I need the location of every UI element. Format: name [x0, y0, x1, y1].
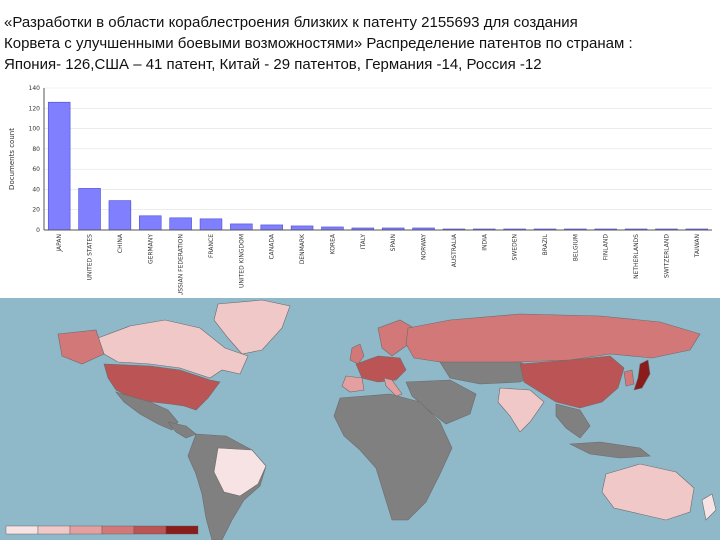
y-tick-label: 60 — [32, 166, 40, 173]
x-tick-label: RUSSIAN FEDERATION — [178, 234, 185, 295]
x-tick-label: SPAIN — [390, 234, 397, 251]
x-tick-label: JAPAN — [56, 234, 63, 253]
western-europe-shape — [355, 355, 407, 383]
chart-grid — [44, 87, 712, 231]
iberia-shape — [341, 375, 365, 393]
bar — [169, 217, 192, 231]
x-tick-label: BELGIUM — [572, 234, 579, 261]
middle-east-shape — [405, 379, 477, 425]
y-tick-label: 80 — [32, 146, 40, 153]
greenland-shape — [213, 299, 291, 355]
central-asia-shape — [439, 361, 541, 385]
bar — [230, 223, 253, 231]
legend-swatch — [101, 525, 135, 535]
bars — [47, 101, 709, 231]
indonesia-shape — [568, 441, 651, 459]
x-tick-label: SWEDEN — [512, 234, 519, 260]
y-tick-label: 0 — [36, 227, 40, 234]
y-tick-label: 120 — [29, 105, 41, 112]
legend-swatch — [5, 525, 39, 535]
legend-swatch — [69, 525, 103, 535]
x-tick-label: KOREA — [329, 233, 336, 254]
scandinavia-shape — [377, 319, 415, 357]
italy-shape — [383, 377, 403, 397]
world-map-panel — [0, 298, 720, 540]
uk-shape — [349, 343, 365, 365]
mexico-shape — [115, 391, 179, 431]
china-shape — [519, 355, 625, 409]
caption-line-1: «Разработки в области кораблестроения бл… — [4, 14, 578, 31]
japan-shape — [633, 359, 651, 391]
map-legend — [5, 525, 199, 535]
x-tick-label: INDIA — [481, 233, 488, 251]
y-tick-label: 140 — [29, 85, 41, 92]
y-axis-label: Documents count — [8, 128, 16, 190]
x-tick-label: FRANCE — [208, 234, 215, 258]
caption-line-2: Корвета с улучшенными боевыми возможност… — [4, 35, 633, 52]
y-tick-label: 40 — [32, 186, 40, 193]
bar — [139, 215, 162, 231]
india-shape — [497, 387, 545, 433]
africa-shape — [333, 393, 453, 521]
x-tick-label: CHINA — [117, 233, 124, 253]
bar — [199, 218, 223, 231]
bar — [108, 200, 132, 231]
x-tick-label: GERMANY — [147, 234, 154, 264]
world-map — [5, 299, 717, 540]
legend-swatch — [133, 525, 167, 535]
legend-swatch — [37, 525, 71, 535]
x-tick-label: BRAZIL — [542, 233, 549, 255]
x-tick-label: TAIWAN — [694, 234, 701, 258]
canada-shape — [97, 319, 249, 379]
usa-shape — [103, 363, 221, 411]
x-tick-labels: JAPAN UNITED STATES CHINA GERMANY RUSSIAN FE… — [56, 233, 701, 295]
x-tick-label: CANADA — [269, 233, 276, 259]
australia-shape — [601, 463, 695, 521]
alaska-shape — [57, 329, 105, 365]
patents-bar-chart: 0 20 40 60 80 100 120 140 Documents count JAPAN… — [8, 85, 712, 295]
x-tick-label: UNITED STATES — [87, 234, 94, 281]
brazil-shape — [213, 447, 267, 497]
x-tick-label: SWITZERLAND — [663, 234, 670, 278]
y-tick-label: 20 — [32, 207, 40, 214]
slide-caption: «Разработки в области кораблестроения бл… — [4, 12, 716, 75]
x-tick-label: NETHERLANDS — [633, 234, 640, 279]
caption-line-3: Япония- 126,США – 41 патент, Китай - 29 … — [4, 56, 542, 73]
y-tick-label: 100 — [29, 126, 41, 133]
legend-swatch — [165, 525, 199, 535]
x-tick-label: DENMARK — [299, 233, 306, 264]
korea-shape — [623, 369, 635, 387]
x-tick-label: FINLAND — [603, 234, 610, 261]
x-tick-label: UNITED KINGDOM — [238, 234, 245, 288]
bar — [290, 225, 314, 231]
bar — [260, 224, 283, 231]
russia-shape — [405, 313, 701, 365]
central-america-shape — [167, 421, 197, 439]
new-zealand-shape — [701, 493, 717, 521]
bar — [47, 101, 71, 231]
bar — [78, 188, 101, 231]
x-tick-label: NORWAY — [421, 234, 428, 260]
y-tick-labels: 0 20 40 60 80 100 120 140 — [29, 85, 41, 234]
x-tick-label: ITALY — [360, 234, 367, 250]
southeast-asia-shape — [555, 403, 591, 439]
x-tick-label: AUSTRALIA — [451, 233, 458, 267]
